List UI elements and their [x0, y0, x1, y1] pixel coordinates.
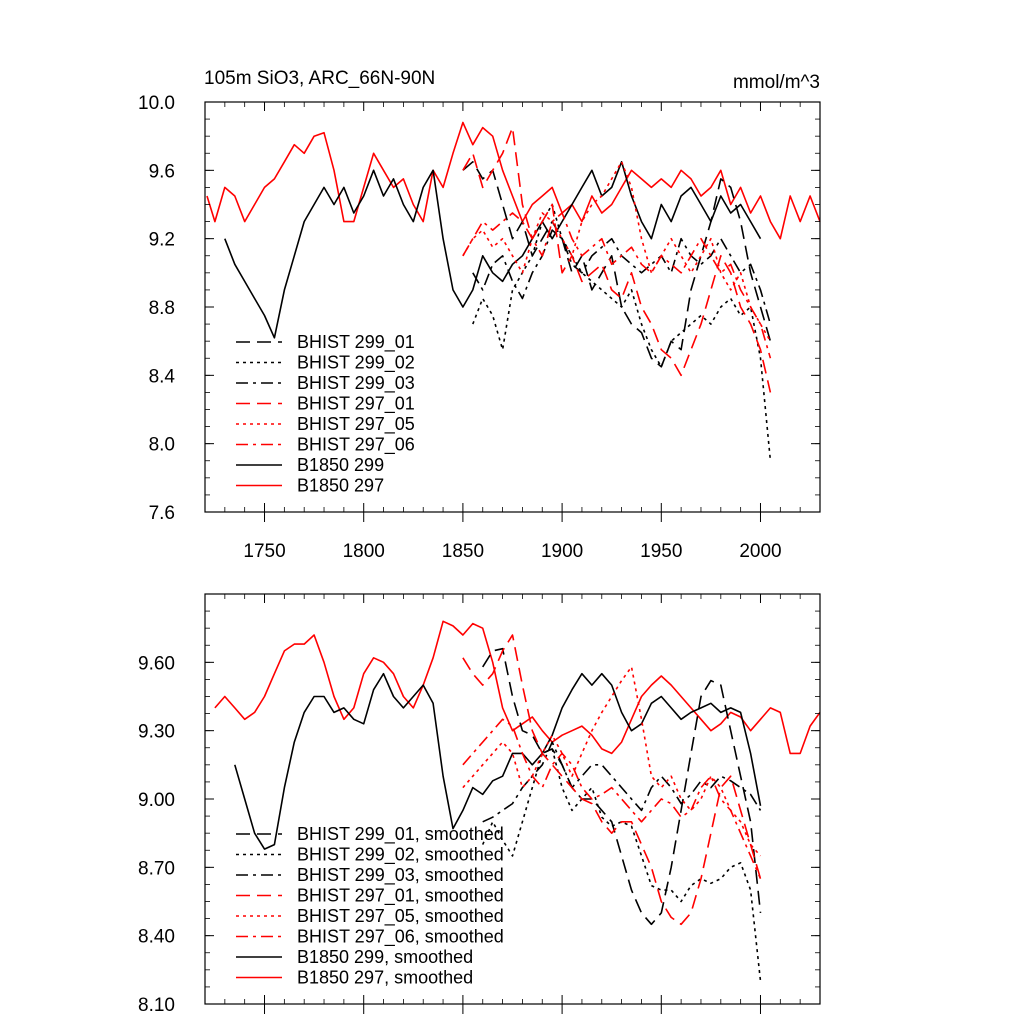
bottom-series-b1850-299-smoothed [234, 672, 762, 850]
top-series-bhist-299-01 [462, 161, 772, 368]
bottom-series-b1850-297-smoothed [214, 620, 821, 755]
top-legend-label: BHIST 297_06 [297, 435, 415, 456]
bottom-legend-label: B1850 299, smoothed [297, 947, 473, 967]
bottom-series-bhist-299-02-smoothed [481, 748, 762, 982]
bottom-legend-label: BHIST 297_06, smoothed [297, 927, 504, 948]
top-legend-label: B1850 299 [297, 455, 384, 475]
bottom-ytick-label: 9.60 [138, 653, 175, 674]
top-chart-series [206, 121, 821, 461]
top-ytick-label: 7.6 [149, 503, 175, 524]
bottom-chart-axes: 9.60 9.30 9.00 8.70 8.40 8.10 [138, 593, 820, 1016]
bottom-series-bhist-299-03-smoothed [482, 741, 762, 823]
top-chart-units: mmol/m^3 [733, 72, 820, 93]
top-legend-label: BHIST 297_01 [297, 394, 415, 415]
bottom-series-bhist-297-01-smoothed [462, 634, 762, 926]
top-ytick-label: 9.6 [149, 161, 175, 182]
top-series-bhist-297-01 [462, 126, 772, 393]
top-legend-label: BHIST 299_01 [297, 332, 415, 353]
top-xtick-label: 1850 [442, 541, 484, 562]
bottom-ytick-label: 8.10 [138, 995, 175, 1016]
top-chart: 105m SiO3, ARC_66N-90N mmol/m^3 10.0 9.6 9… [138, 68, 821, 562]
top-xtick-label: 1750 [243, 541, 285, 562]
top-ytick-label: 8.8 [149, 298, 175, 319]
bottom-series-bhist-297-06-smoothed [462, 718, 762, 880]
top-ytick-label: 9.2 [149, 230, 175, 251]
bottom-legend-label: BHIST 297_01, smoothed [297, 886, 504, 907]
bottom-legend-label: BHIST 299_02, smoothed [297, 845, 504, 866]
top-xtick-label: 1950 [640, 541, 682, 562]
top-xtick-label: 1900 [541, 541, 583, 562]
top-ytick-label: 8.0 [149, 435, 175, 456]
top-legend-label: BHIST 297_05 [297, 414, 415, 435]
top-legend-label: B1850 297 [297, 476, 384, 496]
top-ytick-label: 8.4 [149, 366, 176, 387]
bottom-legend-label: BHIST 299_01, smoothed [297, 824, 504, 845]
bottom-legend-label: BHIST 297_05, smoothed [297, 906, 504, 927]
bottom-ytick-label: 8.70 [138, 858, 175, 879]
top-legend-label: BHIST 299_03 [297, 373, 415, 394]
bottom-legend-label: BHIST 299_03, smoothed [297, 865, 504, 886]
top-legend-label: BHIST 299_02 [297, 353, 415, 374]
top-ytick-label: 10.0 [138, 93, 175, 114]
top-xtick-label: 1800 [343, 541, 385, 562]
top-series-b1850-297 [206, 121, 821, 240]
top-series-bhist-299-03 [472, 229, 772, 325]
top-chart-axes: 10.0 9.6 9.2 8.8 8.4 8.0 7.6 1750 1800 1850 1900 19… [138, 93, 820, 562]
top-series-bhist-299-02 [472, 203, 772, 461]
top-series-bhist-297-06 [462, 212, 772, 359]
bottom-series-bhist-297-05-smoothed [462, 666, 762, 857]
bottom-ytick-label: 8.40 [138, 927, 175, 948]
top-series-b1850-299 [224, 161, 762, 339]
bottom-chart: 9.60 9.30 9.00 8.70 8.40 8.10 BHIST 299_01, s… [138, 593, 821, 1016]
top-xtick-label: 2000 [739, 541, 781, 562]
bottom-chart-series [214, 620, 821, 982]
bottom-legend-label: B1850 297, smoothed [297, 968, 473, 988]
bottom-ytick-label: 9.00 [138, 790, 175, 811]
bottom-ytick-label: 9.30 [138, 722, 175, 743]
top-chart-title: 105m SiO3, ARC_66N-90N [204, 68, 435, 89]
